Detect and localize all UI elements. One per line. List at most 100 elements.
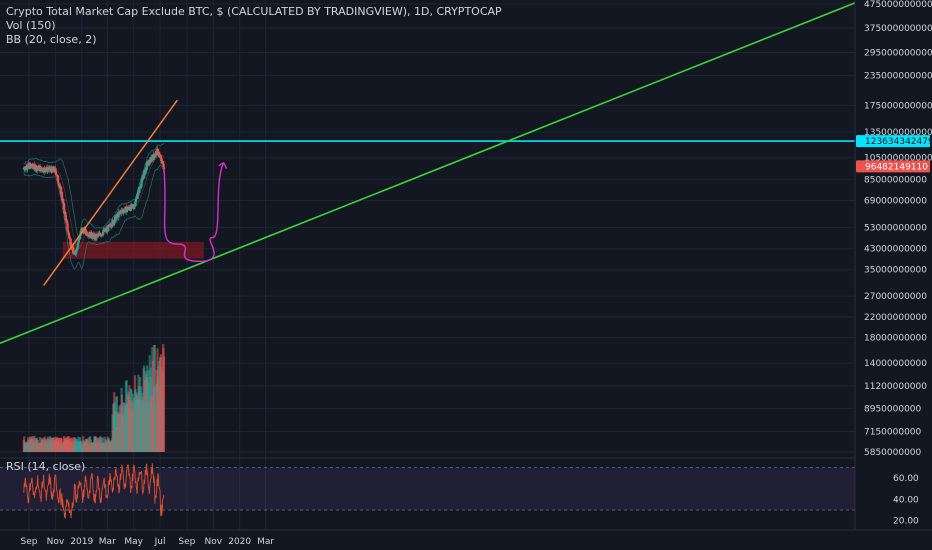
time-tick-label: Jul bbox=[154, 537, 166, 547]
rsi-band bbox=[0, 467, 855, 510]
candle-body bbox=[162, 163, 165, 168]
candle-body bbox=[77, 242, 80, 245]
bb-lower bbox=[23, 164, 165, 270]
volume-bars bbox=[22, 343, 166, 452]
candle-body bbox=[113, 220, 116, 224]
rsi-axis: 60.00 40.00 20.00 bbox=[893, 474, 919, 527]
candle-body bbox=[47, 169, 50, 171]
candle-body bbox=[26, 168, 29, 170]
candle-body bbox=[144, 170, 147, 175]
candle-body bbox=[127, 206, 131, 209]
candle-body bbox=[62, 203, 66, 210]
price-badge bbox=[856, 160, 930, 173]
candle-body bbox=[139, 186, 143, 188]
candle-body bbox=[110, 225, 114, 227]
candle-body bbox=[109, 225, 112, 228]
price-tick-label: 7150000000 bbox=[864, 428, 922, 438]
candle-body bbox=[78, 238, 81, 240]
price-tick-label: 235000000000 bbox=[864, 72, 932, 82]
bollinger-legend: BB (20, close, 2) bbox=[6, 33, 97, 46]
candle-body bbox=[68, 235, 71, 238]
price-tick-label: 475000000000 bbox=[864, 0, 932, 10]
time-tick-label: 2019 bbox=[70, 537, 93, 547]
candle-body bbox=[152, 153, 156, 156]
candle-body bbox=[91, 235, 94, 239]
candle-body bbox=[56, 175, 59, 177]
time-tick-label: Nov bbox=[47, 537, 65, 547]
time-tick-label: 2020 bbox=[228, 537, 251, 547]
rsi-pane bbox=[0, 457, 855, 519]
candle-body bbox=[106, 225, 110, 232]
candle-body bbox=[136, 195, 139, 199]
candle-body bbox=[67, 232, 70, 236]
candle-body bbox=[153, 156, 157, 158]
candle-body bbox=[26, 165, 30, 169]
candle-body bbox=[130, 204, 133, 208]
candle-body bbox=[134, 198, 138, 203]
candle-body bbox=[66, 223, 69, 230]
candle-body bbox=[74, 249, 78, 255]
candle-body bbox=[68, 237, 72, 239]
rsi-tick-label: 60.00 bbox=[893, 474, 919, 484]
candle-body bbox=[131, 204, 134, 207]
candle-body bbox=[29, 163, 32, 166]
price-tick-label: 11200000000 bbox=[864, 382, 927, 392]
candle-body bbox=[92, 233, 95, 236]
candle-body bbox=[59, 187, 63, 195]
candle-body bbox=[59, 186, 62, 188]
volume-bar bbox=[162, 356, 166, 452]
rsi-legend: RSI (14, close) bbox=[6, 460, 86, 473]
price-tick-label: 85000000000 bbox=[864, 175, 927, 185]
time-tick-label: Sep bbox=[21, 537, 38, 547]
candle-body bbox=[54, 170, 58, 175]
candle-body bbox=[154, 155, 157, 157]
price-tick-label: 69000000000 bbox=[864, 197, 927, 207]
candle-body bbox=[79, 230, 83, 235]
candle-body bbox=[65, 219, 68, 222]
candle-body bbox=[54, 168, 57, 171]
time-axis: Sep Nov 2019 Mar May Jul Sep Nov 2020 Mar bbox=[0, 529, 932, 547]
candle-body bbox=[69, 238, 72, 245]
time-tick-label: Nov bbox=[204, 537, 222, 547]
price-tick-label: 135000000000 bbox=[864, 128, 932, 138]
candle-body bbox=[61, 199, 65, 203]
rsi-tick-label: 40.00 bbox=[893, 495, 919, 505]
price-tick-label: 295000000000 bbox=[864, 48, 932, 58]
candle-body bbox=[160, 157, 163, 162]
support-zone bbox=[62, 241, 204, 259]
price-tick-label: 375000000000 bbox=[864, 24, 932, 34]
price-tick-label: 53000000000 bbox=[864, 223, 927, 233]
time-tick-label: May bbox=[124, 537, 143, 547]
candle-body bbox=[81, 228, 85, 231]
price-markers: 123634342479 96482149110 bbox=[856, 135, 932, 173]
price-tick-label: 18000000000 bbox=[864, 333, 927, 343]
price-tick-label: 105000000000 bbox=[864, 154, 932, 164]
candle-body bbox=[98, 232, 102, 235]
candle-body bbox=[56, 176, 60, 182]
price-tick-label: 175000000000 bbox=[864, 102, 932, 112]
candle-body bbox=[156, 149, 160, 155]
candle-body bbox=[128, 208, 131, 210]
channel-upper-line bbox=[43, 99, 178, 286]
candle-body bbox=[96, 234, 99, 238]
time-tick-label: Sep bbox=[178, 537, 195, 547]
candle-body bbox=[43, 167, 47, 171]
candle-body bbox=[129, 204, 132, 211]
candle-body bbox=[126, 208, 130, 211]
candle-body bbox=[61, 197, 64, 201]
candle-body bbox=[90, 231, 93, 237]
candle-body bbox=[101, 232, 105, 236]
candle-body bbox=[66, 229, 70, 232]
candle-body bbox=[25, 166, 29, 170]
candle-body bbox=[46, 169, 49, 172]
projection-curve bbox=[163, 162, 225, 263]
candle-body bbox=[140, 182, 143, 187]
projection-arrow bbox=[218, 161, 228, 170]
candle-body bbox=[55, 174, 58, 176]
candle-body bbox=[39, 166, 43, 169]
price-tick-label: 35000000000 bbox=[864, 266, 927, 276]
candle-body bbox=[78, 235, 82, 239]
candle-body bbox=[63, 209, 66, 214]
candle-body bbox=[60, 192, 64, 198]
